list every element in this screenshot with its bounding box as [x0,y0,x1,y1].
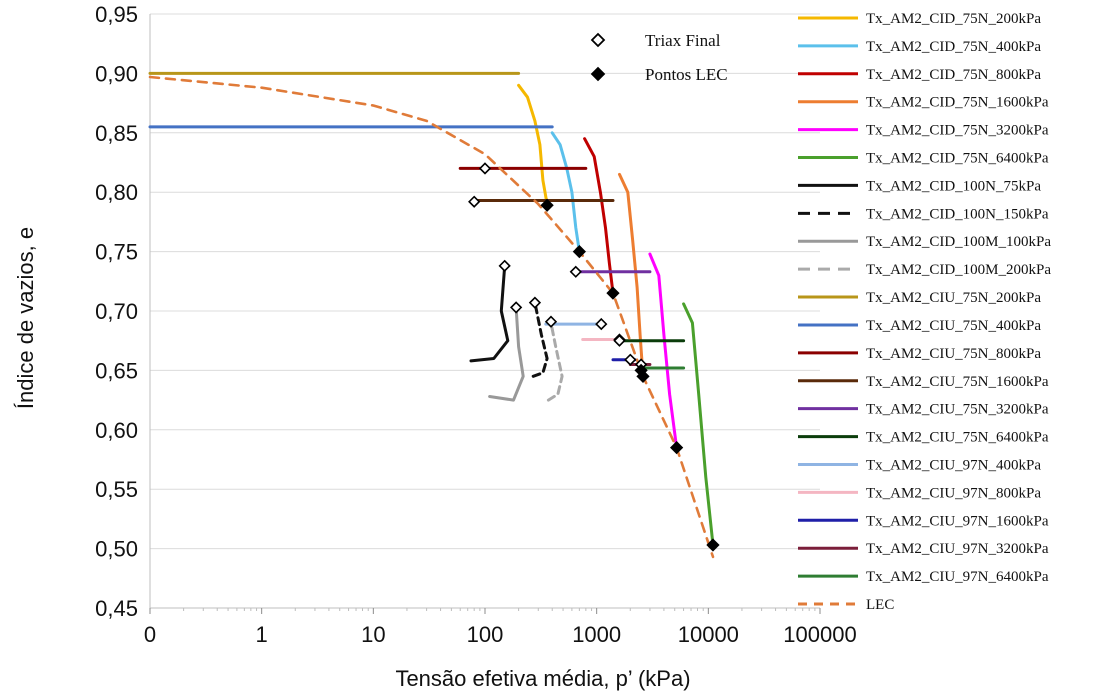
series-line [517,83,549,206]
legend-label: Tx_AM2_CIU_75N_400kPa [866,318,1041,334]
triax-final-marker [613,334,626,347]
y-tick-label: 0,75 [95,240,138,265]
lec-point-marker [669,440,684,455]
x-tick-label: 0 [144,622,156,647]
legend-label: Tx_AM2_CIU_75N_6400kPa [866,430,1049,446]
legend-label: Tx_AM2_CID_75N_3200kPa [866,123,1049,139]
y-tick-label: 0,85 [95,121,138,146]
legend-label: Tx_AM2_CIU_97N_800kPa [866,485,1041,501]
axes: 0,45 0,50 0,55 0,60 0,65 0,70 0,75 0,80 0,85 0,90… [95,2,857,647]
triax-final-marker [478,162,492,175]
legend-label: Tx_AM2_CIU_97N_1600kPa [866,513,1049,529]
y-tick-label: 0,50 [95,537,138,562]
legend-label: Tx_AM2_CID_75N_200kPa [866,11,1041,27]
inset-legend-marker [590,32,606,48]
series-line [531,301,549,378]
series-line [148,75,715,559]
inset-legend-marker [590,66,606,82]
y-tick-label: 0,90 [95,61,138,86]
marker-layer [468,162,720,552]
x-tick-label: 100000 [783,622,856,647]
triax-final-marker [468,195,481,208]
lec-point-marker [572,244,587,259]
triax-final-marker [544,315,558,328]
x-axis-title: Tensão efetiva média, p’ (kPa) [395,666,690,691]
legend-label: Tx_AM2_CIU_75N_800kPa [866,346,1041,362]
x-tick-label: 10000 [678,622,739,647]
legend-label: Tx_AM2_CID_100M_100kPa [866,234,1051,250]
triax-final-marker [509,301,523,314]
y-tick-label: 0,55 [95,477,138,502]
y-tick-label: 0,95 [95,2,138,27]
triax-final-marker [624,353,637,366]
y-tick-label: 0,65 [95,358,138,383]
series-line [469,264,510,363]
y-tick-label: 0,60 [95,418,138,443]
legend-label: Tx_AM2_CIU_75N_3200kPa [866,402,1049,418]
y-tick-label: 0,45 [95,596,138,621]
legend-label: Tx_AM2_CID_100N_75kPa [866,178,1041,194]
legend-label: Tx_AM2_CIU_75N_1600kPa [866,374,1049,390]
legend-label: Tx_AM2_CID_75N_800kPa [866,67,1041,83]
lec-point-marker [706,538,720,552]
legend-label: Tx_AM2_CID_100N_150kPa [866,206,1049,222]
legend-label: Tx_AM2_CIU_97N_400kPa [866,457,1041,473]
series-line [550,131,581,254]
legend-label: Tx_AM2_CIU_97N_6400kPa [866,569,1049,585]
legend-label: LEC [866,597,894,613]
inset-legend: Triax Final Pontos LEC [590,31,728,84]
series-line [682,302,715,547]
y-axis-title: Índice de vazios, e [13,227,38,409]
series-line [546,321,564,402]
x-tick-label: 100 [467,622,504,647]
x-tick-label: 1000 [572,622,621,647]
legend: Tx_AM2_CID_75N_200kPa Tx_AM2_CID_75N_400k… [798,11,1051,613]
inset-legend-label: Triax Final [645,31,721,50]
legend-label: Tx_AM2_CID_75N_6400kPa [866,151,1049,167]
legend-label: Tx_AM2_CID_75N_400kPa [866,39,1041,55]
lec-point-marker [540,198,554,212]
series-line [583,137,615,295]
legend-label: Tx_AM2_CIU_97N_3200kPa [866,541,1049,557]
triax-final-marker [595,317,608,331]
x-tick-label: 1 [256,622,268,647]
series-layer [148,71,715,559]
triax-final-marker [498,259,511,272]
legend-label: Tx_AM2_CID_75N_1600kPa [866,95,1049,111]
x-tick-label: 10 [361,622,385,647]
y-tick-label: 0,80 [95,180,138,205]
series-line [648,252,679,450]
series-line [488,305,525,402]
y-tick-label: 0,70 [95,299,138,324]
inset-legend-label: Pontos LEC [645,65,728,84]
lec-point-marker [636,369,650,383]
legend-label: Tx_AM2_CID_100M_200kPa [866,262,1051,278]
triax-final-marker [569,265,582,278]
triax-final-marker [528,296,542,309]
lec-point-marker [606,286,620,300]
legend-label: Tx_AM2_CIU_75N_200kPa [866,290,1041,306]
